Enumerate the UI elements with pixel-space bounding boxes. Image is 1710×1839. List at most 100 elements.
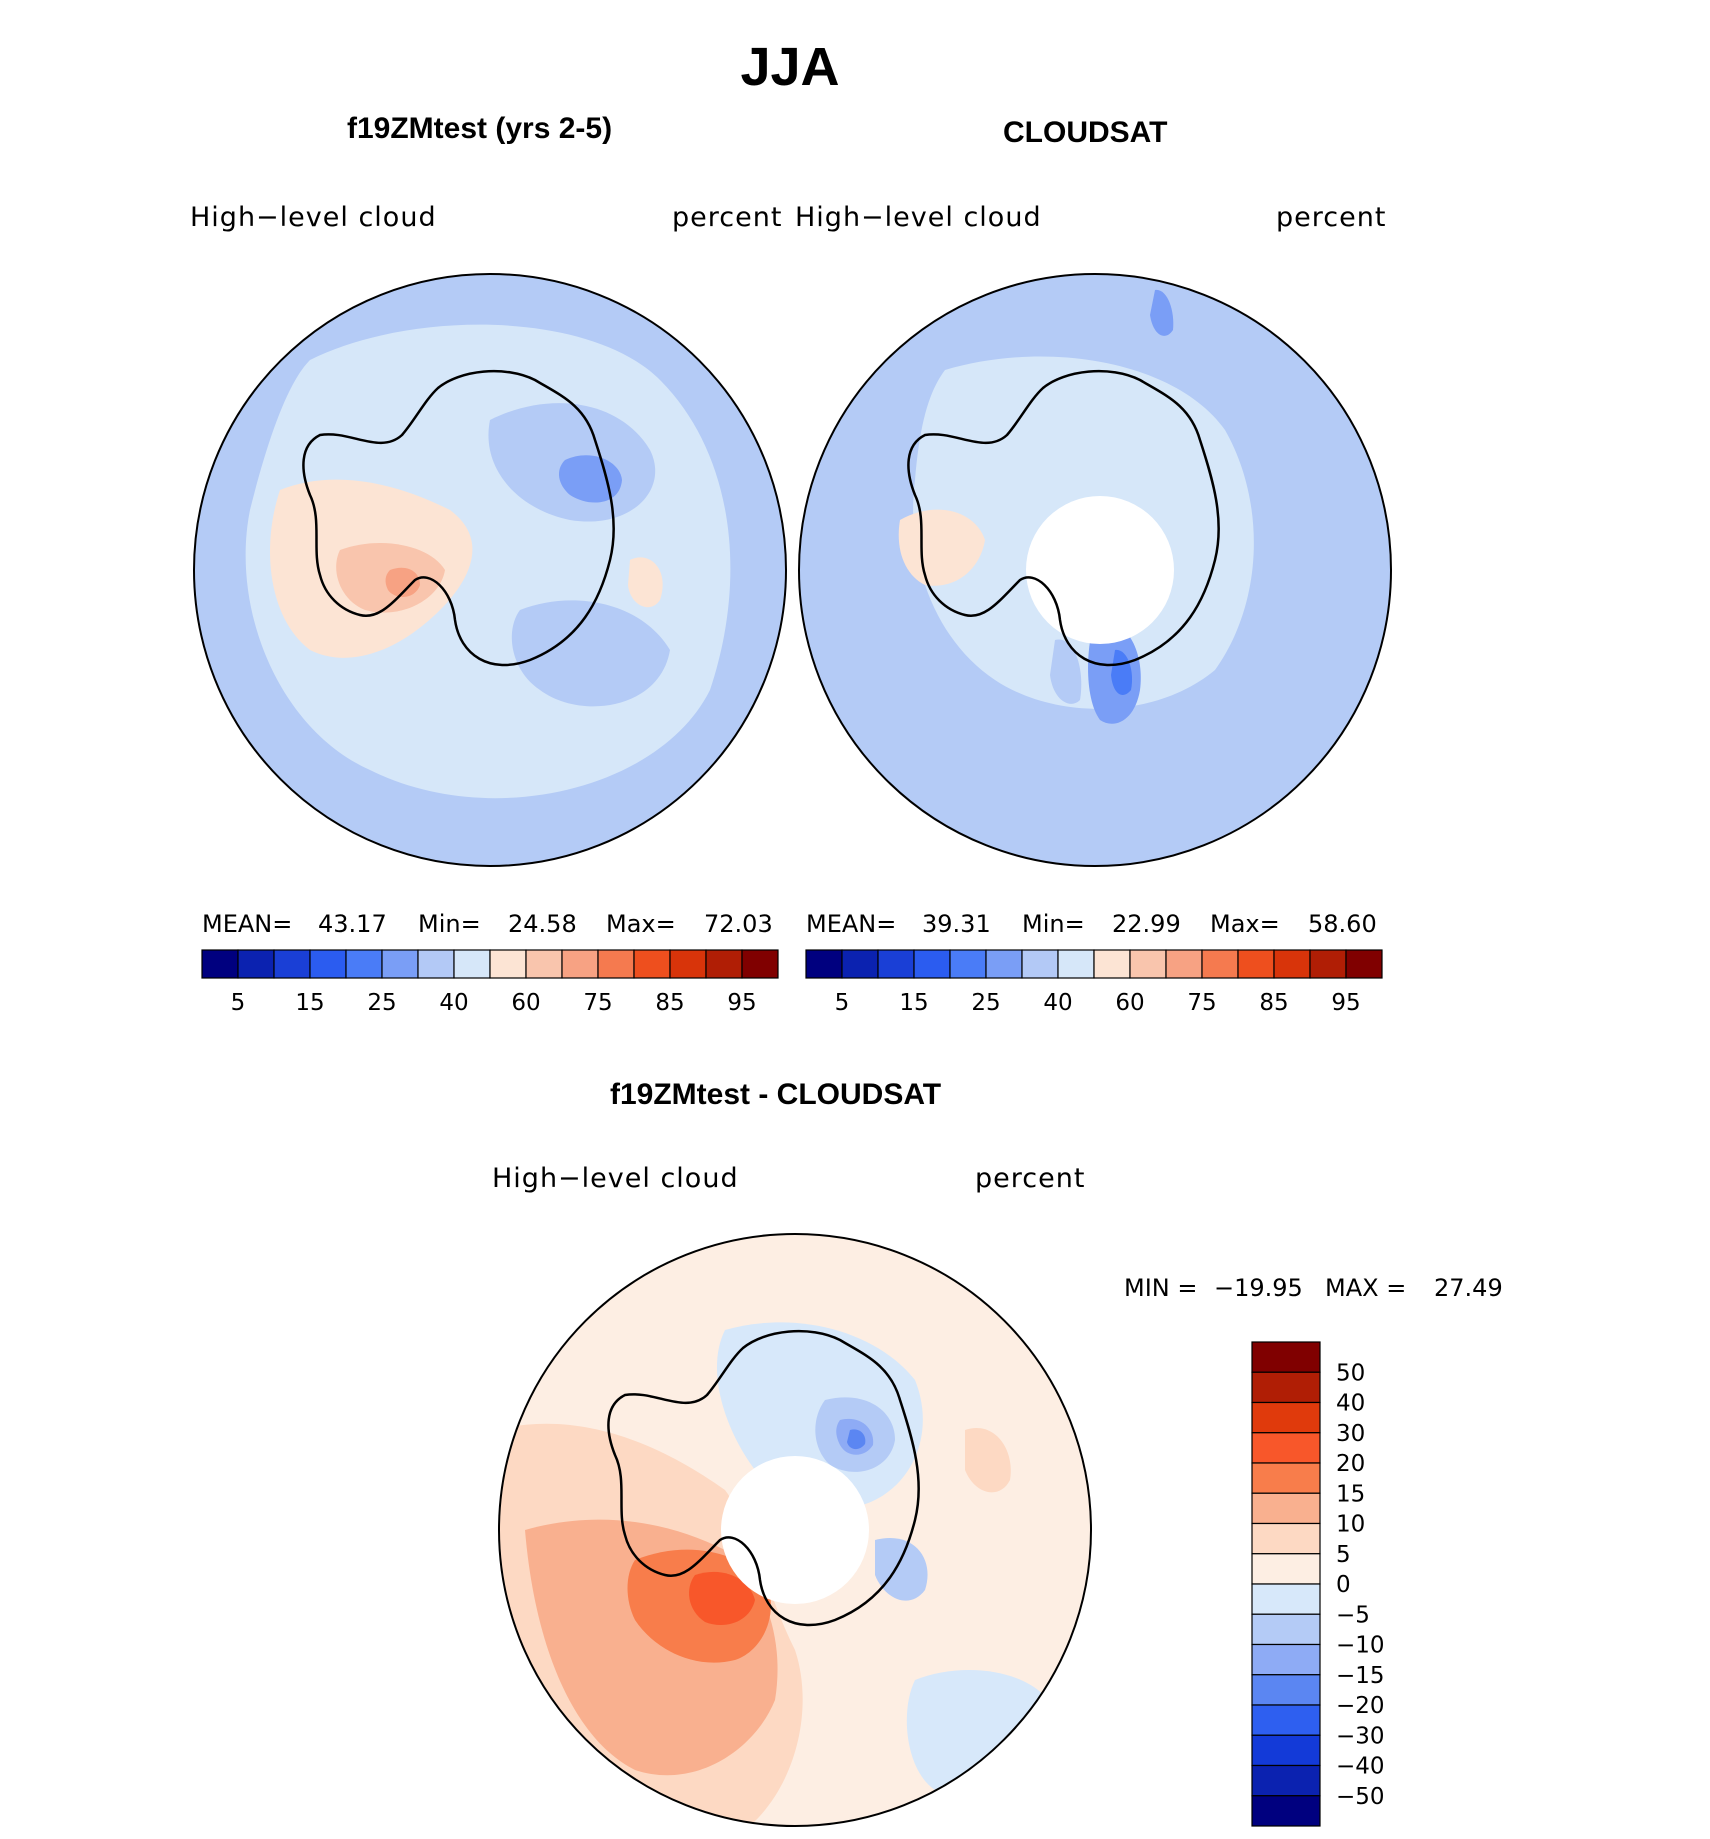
- panel-title-model: f19ZMtest (yrs 2-5): [347, 112, 613, 145]
- stats-max-label-model: Max=: [606, 910, 676, 938]
- colorbar-swatch: [1251, 1583, 1321, 1615]
- colorbar-tick-label: 40: [1043, 990, 1072, 1016]
- colorbar-swatch: [1251, 1674, 1321, 1706]
- colorbar-tick-label: 50: [1336, 1360, 1365, 1386]
- colorbar-swatch: [381, 949, 419, 979]
- colorbar-swatch: [417, 949, 455, 979]
- stats-min-value-diff: −19.95: [1214, 1274, 1303, 1302]
- colorbar-tick-label: 5: [835, 990, 850, 1016]
- units-label-model: percent: [672, 202, 783, 233]
- map-border-model: [193, 273, 787, 867]
- colorbar-swatch: [1251, 1734, 1321, 1767]
- colorbar-swatch: [1057, 949, 1095, 979]
- coastline-model: [302, 369, 615, 667]
- contour-m20-m15-diff: [847, 1429, 866, 1450]
- colorbar-swatch: [1251, 1462, 1321, 1494]
- figure-title: JJA: [740, 37, 840, 97]
- colorbar-tick-label: 15: [899, 990, 928, 1016]
- colorbar-swatch: [1251, 1432, 1321, 1464]
- colorbar-tick-label: 85: [1259, 990, 1288, 1016]
- colorbar-swatch: [1251, 1643, 1321, 1676]
- variable-label-model: High−level cloud: [190, 202, 437, 233]
- colorbar-tick-label: −10: [1336, 1633, 1385, 1659]
- colorbar-swatch: [453, 949, 491, 979]
- variable-label-obs: High−level cloud: [795, 202, 1042, 233]
- polar-map-diff: [498, 1233, 1092, 1827]
- colorbar-swatch: [949, 949, 987, 979]
- colorbar-tick-label: −20: [1336, 1693, 1385, 1719]
- colorbar-swatch: [1021, 949, 1059, 979]
- colorbar-tick-label: 85: [655, 990, 684, 1016]
- colorbar-swatch: [237, 949, 275, 979]
- colorbar-swatch: [913, 949, 951, 979]
- colorbar-tick-label: 5: [231, 990, 246, 1016]
- colorbar-swatch: [841, 949, 879, 979]
- colorbar-swatch: [309, 949, 347, 979]
- contour-c-obs: [1150, 289, 1174, 336]
- missing-data-hole-obs: [1026, 496, 1174, 644]
- stats-max-label-obs: Max=: [1210, 910, 1280, 938]
- colorbar-tick-label: 30: [1336, 1421, 1365, 1447]
- colorbar-swatch: [1201, 949, 1239, 979]
- colorbar-swatch: [633, 949, 671, 979]
- units-label-diff: percent: [975, 1163, 1086, 1194]
- colorbar-swatch: [273, 949, 311, 979]
- stats-min-label-obs: Min=: [1022, 910, 1085, 938]
- polar-map-model: [193, 273, 787, 867]
- colorbar-tick-label: 10: [1336, 1512, 1365, 1538]
- polar-map-obs: [798, 273, 1392, 867]
- stats-max-value-model: 72.03: [704, 910, 773, 938]
- map-border-diff: [498, 1233, 1092, 1827]
- colorbar-swatch: [805, 949, 843, 979]
- colorbar-swatch: [1093, 949, 1131, 979]
- variable-label-diff: High−level cloud: [492, 1163, 739, 1194]
- colorbar-swatch: [1251, 1522, 1321, 1555]
- contour-m10b-diff: [875, 1538, 928, 1601]
- panel-title-obs: CLOUDSAT: [1003, 116, 1168, 149]
- colorbar-tick-label: 60: [1115, 990, 1144, 1016]
- coastline-diff: [607, 1329, 920, 1627]
- colorbar-tick-label: −5: [1336, 1602, 1370, 1628]
- contour-20-30-diff: [689, 1571, 755, 1626]
- colorbar-swatch: [489, 949, 527, 979]
- contour-m5b-diff: [906, 1670, 1055, 1796]
- colorbar-tick-label: 0: [1336, 1572, 1351, 1598]
- colorbar-tick-label: 40: [1336, 1391, 1365, 1417]
- colorbar-swatch: [1309, 949, 1347, 979]
- coastline-obs: [907, 369, 1220, 667]
- colorbar-swatch: [201, 949, 239, 979]
- contour-75-80-model: [385, 567, 420, 597]
- colorbar-swatch: [1251, 1704, 1321, 1736]
- colorbar-tick-label: 15: [295, 990, 324, 1016]
- stats-min-value-obs: 22.99: [1112, 910, 1181, 938]
- colorbar-tick-label: 40: [439, 990, 468, 1016]
- colorbar-swatch: [669, 949, 707, 979]
- colorbar-swatch: [1251, 1341, 1321, 1373]
- colorbar-tick-label: 25: [971, 990, 1000, 1016]
- stats-min-label-diff: MIN =: [1124, 1274, 1198, 1302]
- map-border-obs: [798, 273, 1392, 867]
- colorbar-tick-label: 5: [1336, 1542, 1351, 1568]
- colorbar-swatch: [525, 949, 563, 979]
- colorbar-model: 5 15 25 40 60 75 85 95: [201, 949, 779, 1016]
- colorbar-tick-label: 75: [1187, 990, 1216, 1016]
- colorbar-swatch: [1251, 1613, 1321, 1646]
- colorbar-swatch: [877, 949, 915, 979]
- colorbar-tick-label: −15: [1336, 1663, 1385, 1689]
- colorbar-swatch: [1251, 1795, 1321, 1827]
- stats-mean-label-obs: MEAN=: [806, 910, 897, 938]
- stats-mean-value-model: 43.17: [318, 910, 387, 938]
- colorbar-obs: 5 15 25 40 60 75 85 95: [805, 949, 1383, 1016]
- colorbar-swatch: [1251, 1371, 1321, 1404]
- stats-max-value-diff: 27.49: [1434, 1274, 1503, 1302]
- contour-25-40b-model: [511, 600, 670, 707]
- colorbar-tick-label: 20: [1336, 1451, 1365, 1477]
- contour-60b-model: [628, 557, 663, 608]
- colorbar-tick-label: 75: [583, 990, 612, 1016]
- colorbar-swatch: [705, 949, 743, 979]
- missing-data-hole-diff: [721, 1456, 869, 1604]
- colorbar-swatch: [1251, 1764, 1321, 1797]
- colorbar-swatch: [1165, 949, 1203, 979]
- stats-max-value-obs: 58.60: [1308, 910, 1377, 938]
- colorbar-tick-label: 95: [1331, 990, 1360, 1016]
